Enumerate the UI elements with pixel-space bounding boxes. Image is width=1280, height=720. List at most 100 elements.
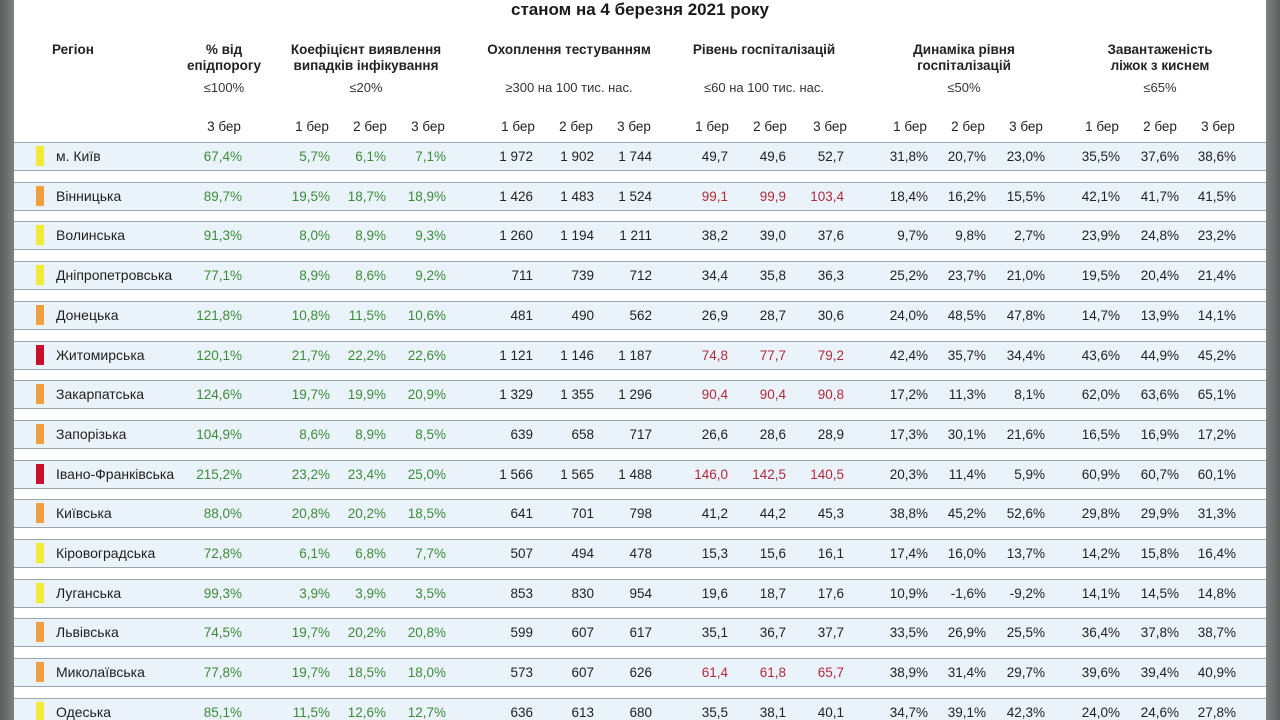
cell-hosp-1: 146,0 bbox=[694, 466, 728, 482]
cell-dyn-2: 11,3% bbox=[948, 387, 986, 403]
cell-coef-2: 11,5% bbox=[348, 307, 386, 323]
cell-epi: 67,4% bbox=[203, 149, 242, 164]
cell-beds-3: 38,7% bbox=[1197, 625, 1236, 641]
week-label-dyn-3: 3 бер bbox=[1009, 119, 1043, 134]
header-dyn-threshold: ≤50% bbox=[947, 80, 981, 95]
cell-dyn-2: 9,8% bbox=[955, 228, 986, 244]
risk-marker bbox=[36, 384, 44, 405]
cell-hosp-2: 142,5 bbox=[752, 466, 786, 482]
cell-hosp-3: 28,9 bbox=[817, 426, 844, 442]
cell-test-2: 739 bbox=[571, 268, 594, 284]
cell-test-1: 1 260 bbox=[499, 228, 533, 244]
cell-dyn-3: 2,7% bbox=[1014, 228, 1045, 244]
table-row: Львівська 74,5% 19,7% 20,2% 20,8% 599 607 617 35… bbox=[14, 618, 1266, 648]
table-row: Кіровоградська 72,8% 6,1% 6,8% 7,7% 507 494 478… bbox=[14, 539, 1266, 568]
cell-epi: 85,1% bbox=[203, 704, 242, 720]
header-coef-line1: Коефіцієнт виявлення bbox=[290, 42, 442, 57]
cell-coef-3: 3,5% bbox=[415, 585, 446, 601]
cell-beds-1: 16,5% bbox=[1081, 426, 1120, 442]
cell-beds-1: 14,1% bbox=[1081, 585, 1120, 601]
cell-hosp-2: 39,0 bbox=[759, 228, 786, 244]
cell-epi: 99,3% bbox=[203, 585, 242, 601]
cell-dyn-2: 30,1% bbox=[947, 426, 986, 442]
week-label-test-2: 2 бер bbox=[559, 119, 593, 134]
cell-beds-2: 39,4% bbox=[1140, 665, 1179, 681]
cell-coef-2: 18,5% bbox=[347, 665, 386, 681]
region-name: Львівська bbox=[56, 624, 119, 641]
cell-hosp-2: 28,7 bbox=[759, 307, 786, 323]
cell-test-3: 712 bbox=[629, 268, 652, 284]
cell-hosp-1: 35,1 bbox=[701, 625, 728, 641]
cell-coef-1: 11,5% bbox=[292, 704, 330, 720]
cell-beds-2: 15,8% bbox=[1140, 546, 1179, 561]
header-dyn-line2: госпіталізацій bbox=[917, 58, 1011, 73]
cell-test-3: 1 211 bbox=[619, 228, 652, 244]
cell-dyn-2: 45,2% bbox=[947, 506, 986, 522]
cell-hosp-3: 36,3 bbox=[817, 268, 844, 284]
cell-hosp-1: 34,4 bbox=[701, 268, 728, 284]
cell-test-1: 636 bbox=[510, 704, 533, 720]
risk-marker bbox=[36, 543, 44, 563]
risk-marker bbox=[36, 503, 44, 524]
week-label-hosp-1: 1 бер bbox=[695, 119, 729, 134]
cell-beds-3: 17,2% bbox=[1197, 426, 1236, 442]
region-name: Івано-Франківська bbox=[56, 465, 175, 482]
cell-hosp-2: 28,6 bbox=[759, 426, 786, 442]
cell-beds-1: 39,6% bbox=[1081, 665, 1120, 681]
cell-hosp-1: 35,5 bbox=[701, 704, 728, 720]
cell-coef-2: 19,9% bbox=[347, 387, 386, 403]
header-test-line1: Охоплення тестуванням bbox=[487, 42, 651, 57]
cell-test-1: 1 972 bbox=[499, 149, 533, 164]
cell-beds-2: 29,9% bbox=[1140, 506, 1179, 522]
cell-beds-1: 19,5% bbox=[1081, 268, 1120, 284]
week-label-dyn-1: 1 бер bbox=[893, 119, 927, 134]
cell-beds-2: 13,9% bbox=[1140, 307, 1179, 323]
cell-test-3: 798 bbox=[629, 506, 652, 522]
cell-test-1: 639 bbox=[510, 426, 533, 442]
cell-coef-2: 12,6% bbox=[347, 704, 386, 720]
cell-test-3: 954 bbox=[629, 585, 652, 601]
cell-hosp-2: 77,7 bbox=[759, 347, 786, 363]
cell-dyn-1: 24,0% bbox=[889, 307, 928, 323]
cell-hosp-1: 74,8 bbox=[701, 347, 728, 363]
cell-beds-3: 23,2% bbox=[1197, 228, 1236, 244]
cell-hosp-2: 99,9 bbox=[759, 188, 786, 204]
region-name: Донецька bbox=[56, 306, 119, 323]
cell-epi: 77,8% bbox=[203, 665, 242, 681]
cell-dyn-3: 8,1% bbox=[1014, 387, 1045, 403]
header-region: Регіон bbox=[52, 42, 94, 57]
cell-test-1: 481 bbox=[510, 307, 533, 323]
risk-marker bbox=[36, 582, 44, 603]
cell-epi: 77,1% bbox=[203, 268, 242, 284]
cell-test-2: 1 146 bbox=[560, 347, 594, 363]
cell-beds-3: 38,6% bbox=[1197, 149, 1236, 164]
cell-coef-1: 10,8% bbox=[291, 307, 330, 323]
cell-coef-3: 9,3% bbox=[415, 228, 446, 244]
cell-beds-3: 21,4% bbox=[1197, 268, 1236, 284]
cell-coef-1: 5,7% bbox=[299, 149, 330, 164]
table-row: Київська 88,0% 20,8% 20,2% 18,5% 641 701 798 41,… bbox=[14, 499, 1266, 529]
cell-test-2: 1 565 bbox=[560, 466, 594, 482]
risk-marker bbox=[36, 185, 44, 206]
cell-coef-2: 6,8% bbox=[355, 546, 386, 561]
region-name: Одеська bbox=[56, 703, 112, 720]
cell-coef-3: 22,6% bbox=[407, 347, 446, 363]
cell-epi: 72,8% bbox=[203, 546, 242, 561]
cell-hosp-2: 36,7 bbox=[759, 625, 786, 641]
cell-dyn-2: 35,7% bbox=[947, 347, 986, 363]
cell-coef-1: 8,0% bbox=[299, 228, 330, 244]
region-name: Житомирська bbox=[56, 346, 145, 363]
header-epi-threshold: ≤100% bbox=[203, 80, 245, 95]
cell-dyn-3: 13,7% bbox=[1006, 546, 1045, 561]
cell-beds-3: 14,8% bbox=[1197, 585, 1236, 601]
cell-coef-3: 18,5% bbox=[407, 506, 446, 522]
region-name: Волинська bbox=[56, 227, 126, 244]
cell-test-1: 641 bbox=[510, 506, 533, 522]
cell-coef-2: 20,2% bbox=[347, 506, 386, 522]
region-name: Київська bbox=[56, 505, 112, 522]
header-coef-line2: випадків інфікування bbox=[293, 58, 439, 73]
cell-hosp-2: 90,4 bbox=[759, 387, 786, 403]
cell-beds-1: 36,4% bbox=[1081, 625, 1120, 641]
header-coef-threshold: ≤20% bbox=[349, 80, 383, 95]
